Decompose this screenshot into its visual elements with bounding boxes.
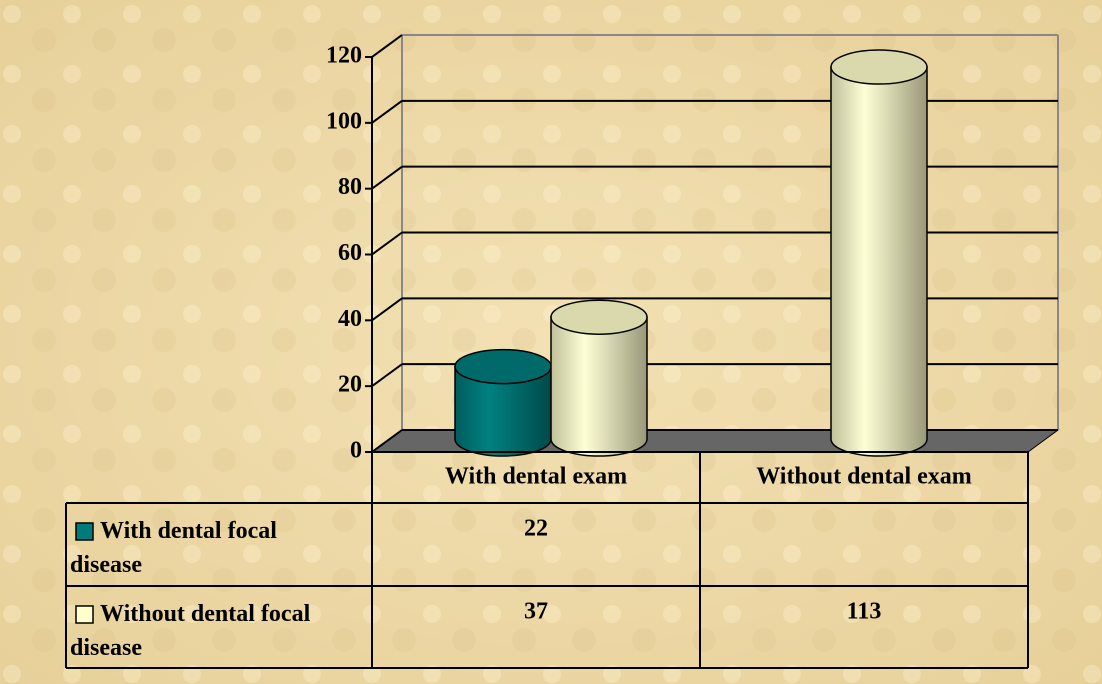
bar-body <box>830 66 928 457</box>
data-label: 113 <box>847 599 882 625</box>
grid-line <box>371 34 403 58</box>
bar-body <box>550 316 648 457</box>
y-tick-label: 100 <box>326 108 362 134</box>
y-tick-label: 80 <box>338 174 362 200</box>
legend-line: disease <box>70 635 142 661</box>
grid-line <box>371 429 403 453</box>
x-tick-label: Without dental exam <box>756 464 972 490</box>
data-label: 37 <box>524 599 548 625</box>
grid-line <box>371 297 403 322</box>
bar <box>550 299 648 457</box>
legend-line: Without dental focal <box>100 601 311 627</box>
legend-label: With dental focal disease <box>70 518 277 578</box>
bar <box>454 348 552 457</box>
y-tick-label: 120 <box>326 43 362 69</box>
legend-line: With dental focal <box>100 518 277 544</box>
bar-top <box>830 49 928 85</box>
y-tick-label: 0 <box>350 438 362 464</box>
bar-body <box>454 365 552 457</box>
data-label: 22 <box>524 516 548 542</box>
bar <box>830 49 928 457</box>
legend-label: Without dental focal disease <box>70 601 311 661</box>
bar-top <box>454 348 552 385</box>
legend-swatch <box>75 605 94 624</box>
bar-top <box>550 299 648 335</box>
x-tick-label: With dental exam <box>445 464 627 490</box>
grid-line <box>371 231 403 256</box>
y-tick-label: 40 <box>338 306 362 332</box>
legend-swatch <box>75 522 94 541</box>
y-tick-label: 60 <box>338 240 362 266</box>
legend-line: disease <box>70 552 142 578</box>
grid-line <box>371 363 403 387</box>
grid-line <box>371 100 403 124</box>
y-tick-label: 20 <box>338 372 362 398</box>
grid-line <box>371 165 403 190</box>
